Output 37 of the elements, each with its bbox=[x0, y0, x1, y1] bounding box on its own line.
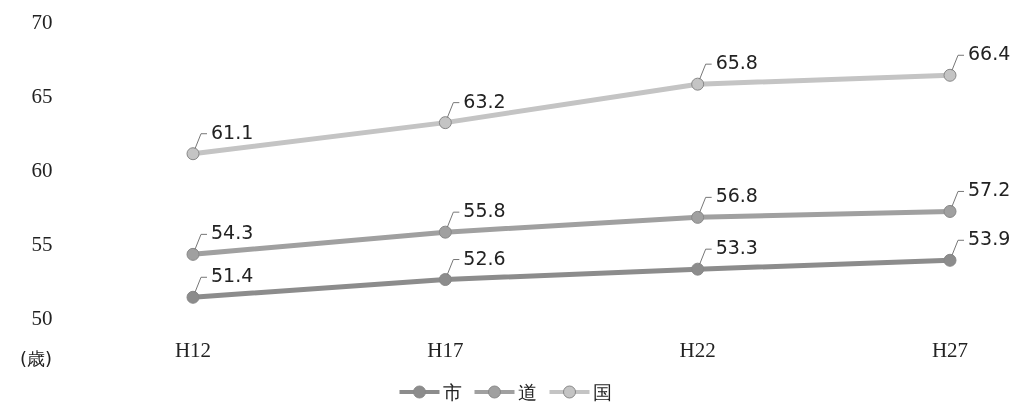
data-label: 55.8 bbox=[463, 199, 506, 222]
y-tick-label: 60 bbox=[31, 158, 53, 182]
legend-label: 道 bbox=[517, 381, 537, 403]
data-label: 61.1 bbox=[211, 120, 254, 143]
data-label: 53.9 bbox=[968, 227, 1011, 250]
point bbox=[186, 147, 200, 161]
x-tick-label: H22 bbox=[679, 338, 716, 362]
y-tick-label: 50 bbox=[31, 306, 53, 330]
x-tick-label: H17 bbox=[427, 338, 464, 362]
x-tick-label: H12 bbox=[174, 338, 212, 362]
data-label: 57.2 bbox=[968, 178, 1011, 201]
point bbox=[943, 253, 957, 267]
data-label: 63.2 bbox=[463, 89, 506, 112]
y-axis-title: (歳) bbox=[19, 347, 53, 369]
data-label: 56.8 bbox=[715, 184, 758, 207]
point bbox=[438, 116, 452, 130]
data-label: 52.6 bbox=[463, 246, 506, 269]
point bbox=[186, 247, 200, 261]
point bbox=[438, 225, 452, 239]
legend-label: 市 bbox=[442, 381, 462, 403]
data-label: 51.4 bbox=[211, 264, 254, 287]
data-label: 66.4 bbox=[968, 42, 1011, 65]
point bbox=[691, 210, 705, 224]
point bbox=[438, 273, 452, 287]
point bbox=[691, 77, 705, 91]
point bbox=[943, 204, 957, 218]
x-tick-label: H27 bbox=[931, 338, 969, 362]
data-label: 54.3 bbox=[211, 221, 254, 244]
y-tick-label: 70 bbox=[31, 10, 53, 34]
point bbox=[186, 290, 200, 304]
legend-label: 国 bbox=[592, 381, 612, 403]
point bbox=[691, 262, 705, 276]
y-tick-label: 55 bbox=[31, 232, 53, 256]
y-tick-label: 65 bbox=[31, 84, 53, 108]
data-label: 65.8 bbox=[715, 51, 758, 74]
data-label: 53.3 bbox=[715, 236, 758, 259]
point bbox=[943, 68, 957, 82]
